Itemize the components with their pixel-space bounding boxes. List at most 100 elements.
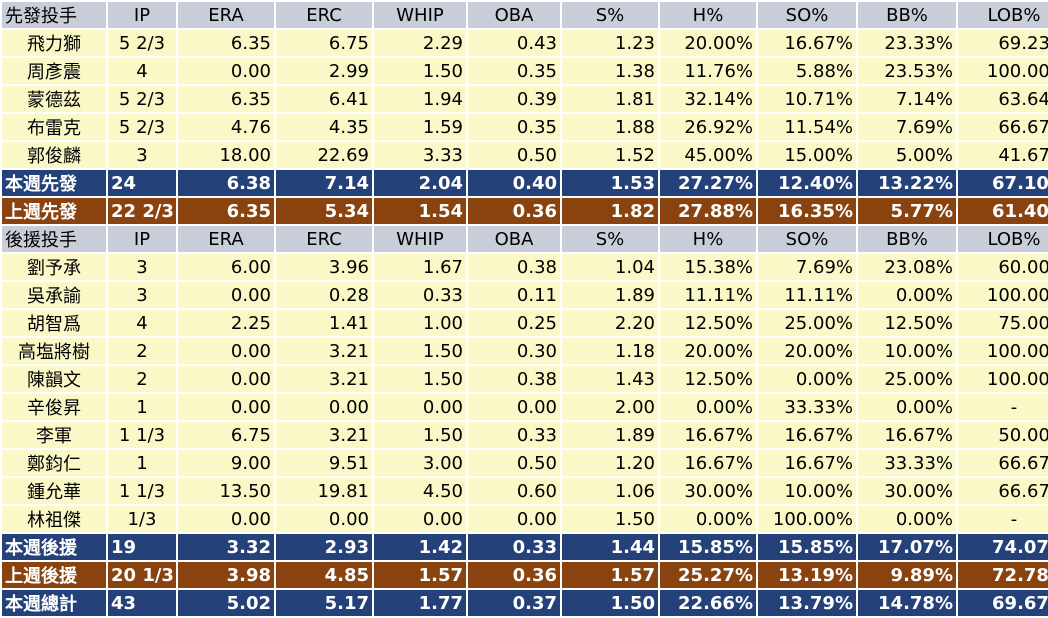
stat-cell: 1.89	[562, 282, 658, 308]
stat-cell: 0.37	[468, 590, 560, 616]
stat-cell: 5.88%	[758, 58, 856, 84]
stat-cell: 5.00%	[858, 142, 956, 168]
stat-cell: 0.00	[178, 338, 274, 364]
pitcher-name-cell: 本週後援	[2, 534, 106, 560]
pitcher-name-cell: 上週後援	[2, 562, 106, 588]
pitcher-name-cell: 本週先發	[2, 170, 106, 196]
starters-last-week-row: 上週先發 22 2/3 6.35 5.34 1.54 0.36 1.82 27.88% 16.3…	[2, 198, 1048, 224]
stat-cell: -	[958, 394, 1048, 420]
stat-cell: 15.85%	[758, 534, 856, 560]
stat-cell: 100.00%	[958, 282, 1048, 308]
stat-cell: 20.00%	[660, 30, 756, 56]
stat-cell: 0.00%	[858, 506, 956, 532]
stat-cell: 4.35	[276, 114, 372, 140]
stat-cell: 100.00%	[958, 338, 1048, 364]
stat-cell: 5 2/3	[108, 30, 176, 56]
stat-cell: 0.00	[178, 506, 274, 532]
pitcher-name-cell: 辛俊昇	[2, 394, 106, 420]
stat-cell: 16.67%	[758, 422, 856, 448]
stat-cell: 0.33	[468, 534, 560, 560]
stat-cell: 0.00	[178, 394, 274, 420]
pitcher-name-cell: 周彥震	[2, 58, 106, 84]
stat-cell: 1.41	[276, 310, 372, 336]
stat-cell: 50.00%	[958, 422, 1048, 448]
relievers-last-week-row: 上週後援 20 1/3 3.98 4.85 1.57 0.36 1.57 25.27% 13.1…	[2, 562, 1048, 588]
starters-week-total-row: 本週先發 24 6.38 7.14 2.04 0.40 1.53 27.27% 12.40% 13…	[2, 170, 1048, 196]
stat-cell: 0.00	[374, 506, 466, 532]
stat-cell: 0.40	[468, 170, 560, 196]
pitcher-name-cell: 林祖傑	[2, 506, 106, 532]
stat-cell: 0.00	[374, 394, 466, 420]
stat-cell: 1.57	[562, 562, 658, 588]
stat-cell: 10.71%	[758, 86, 856, 112]
stat-cell: 1.44	[562, 534, 658, 560]
stat-cell: 0.00%	[660, 506, 756, 532]
stat-cell: 5.34	[276, 198, 372, 224]
stat-cell: 3	[108, 142, 176, 168]
stat-cell: 15.38%	[660, 254, 756, 280]
stat-cell: H%	[660, 2, 756, 28]
stat-cell: WHIP	[374, 226, 466, 252]
pitcher-name-cell: 胡智爲	[2, 310, 106, 336]
stat-cell: 4.50	[374, 478, 466, 504]
stat-cell: 19.81	[276, 478, 372, 504]
stat-cell: 7.69%	[858, 114, 956, 140]
stat-cell: 7.69%	[758, 254, 856, 280]
stat-cell: 2	[108, 338, 176, 364]
stat-cell: SO%	[758, 2, 856, 28]
stat-cell: 19	[108, 534, 176, 560]
stat-cell: 15.00%	[758, 142, 856, 168]
stat-cell: 27.27%	[660, 170, 756, 196]
pitcher-name-cell: 上週先發	[2, 198, 106, 224]
reliever-row: 高塩將樹 2 0.00 3.21 1.50 0.30 1.18 20.00% 20.00% 10.…	[2, 338, 1048, 364]
stat-cell: 66.67%	[958, 114, 1048, 140]
stat-cell: 0.36	[468, 198, 560, 224]
stat-cell: 66.67%	[958, 450, 1048, 476]
stat-cell: 67.10%	[958, 170, 1048, 196]
stat-cell: 1.81	[562, 86, 658, 112]
stat-cell: 26.92%	[660, 114, 756, 140]
stat-cell: 0.36	[468, 562, 560, 588]
stat-cell: 1.06	[562, 478, 658, 504]
stat-cell: 16.67%	[660, 422, 756, 448]
stat-cell: 0.00%	[858, 282, 956, 308]
stat-cell: 13.22%	[858, 170, 956, 196]
reliever-row: 鄭鈞仁 1 9.00 9.51 3.00 0.50 1.20 16.67% 16.67% 33.3…	[2, 450, 1048, 476]
stat-cell: 1.38	[562, 58, 658, 84]
stat-cell: 0.00	[178, 366, 274, 392]
stat-cell: 2.29	[374, 30, 466, 56]
stat-cell: 0.00	[178, 282, 274, 308]
stat-cell: 1.23	[562, 30, 658, 56]
stat-cell: 1.50	[562, 506, 658, 532]
stat-cell: 2.25	[178, 310, 274, 336]
starter-row: 周彥震 4 0.00 2.99 1.50 0.35 1.38 11.76% 5.88% 23.53…	[2, 58, 1048, 84]
stat-cell: S%	[562, 2, 658, 28]
stat-cell: 0.38	[468, 254, 560, 280]
stat-cell: 1.20	[562, 450, 658, 476]
stat-cell: 6.35	[178, 30, 274, 56]
stat-cell: 2.04	[374, 170, 466, 196]
stat-cell: 1.50	[374, 422, 466, 448]
stat-cell: 3.00	[374, 450, 466, 476]
pitcher-name-cell: 高塩將樹	[2, 338, 106, 364]
stat-cell: 0.00	[468, 394, 560, 420]
stat-cell: 1.67	[374, 254, 466, 280]
week-grand-total-row: 本週總計 43 5.02 5.17 1.77 0.37 1.50 22.66% 13.79% 14…	[2, 590, 1048, 616]
reliever-row: 辛俊昇 1 0.00 0.00 0.00 0.00 2.00 0.00% 33.33% 0.00%…	[2, 394, 1048, 420]
stat-cell: 0.00%	[660, 394, 756, 420]
stat-cell: 7.14	[276, 170, 372, 196]
stat-cell: 13.79%	[758, 590, 856, 616]
stat-cell: 63.64%	[958, 86, 1048, 112]
pitcher-name-cell: 先發投手	[2, 2, 106, 28]
stat-cell: 6.75	[276, 30, 372, 56]
stat-cell: 25.00%	[758, 310, 856, 336]
stat-cell: 6.38	[178, 170, 274, 196]
stat-cell: OBA	[468, 2, 560, 28]
stat-cell: 12.50%	[660, 366, 756, 392]
stat-cell: IP	[108, 226, 176, 252]
stat-cell: 3.21	[276, 422, 372, 448]
stat-cell: 15.85%	[660, 534, 756, 560]
stat-cell: 0.35	[468, 114, 560, 140]
stat-cell: 7.14%	[858, 86, 956, 112]
stat-cell: 1.00	[374, 310, 466, 336]
